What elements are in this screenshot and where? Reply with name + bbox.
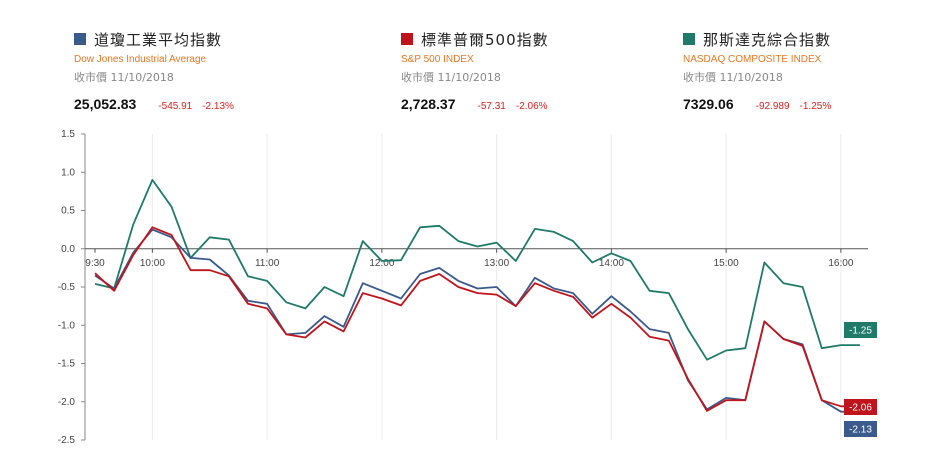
sp500-date: 收市價 11/10/2018 [401, 71, 501, 84]
nasdaq-value: 7329.06 [683, 96, 734, 112]
x-tick-label: 16:00 [828, 258, 853, 269]
x-tick-label: 10:00 [140, 258, 165, 269]
nasdaq-end-label-box [844, 322, 877, 338]
x-tick-label: 15:00 [714, 258, 739, 269]
legend-dow: 道瓊工業平均指數 Dow Jones Industrial Average 收市… [74, 28, 244, 112]
sp500-change: -57.31 [477, 101, 506, 112]
dow-subtitle: Dow Jones Industrial Average [74, 54, 207, 65]
x-tick-label: 13:00 [484, 258, 509, 269]
sp500-end-label-box [844, 399, 877, 415]
y-tick-label: 0.0 [61, 244, 75, 255]
y-tick-label: -2.5 [58, 435, 76, 446]
x-tick-label: 14:00 [599, 258, 624, 269]
nasdaq-date: 收市價 11/10/2018 [683, 71, 783, 84]
dow-end-label: -2.13 [849, 425, 872, 436]
sp500-series-line [94, 226, 860, 412]
sp500-swatch-icon [401, 33, 413, 45]
y-tick-label: -1.0 [58, 320, 76, 331]
y-tick-label: -2.0 [58, 397, 76, 408]
dow-series-line [94, 228, 860, 413]
legend-nasdaq: 那斯達克綜合指數 NASDAQ COMPOSITE INDEX 收市價 11/1… [683, 28, 841, 112]
dow-end-label-box [844, 421, 877, 437]
sp500-title: 標準普爾500指數 [421, 30, 549, 49]
dow-pct: -2.13% [202, 101, 234, 112]
x-tick-label: 11:00 [255, 258, 280, 269]
sp500-pct: -2.06% [515, 101, 548, 112]
sp500-value: 2,728.37 [401, 96, 456, 112]
y-tick-label: -0.5 [58, 282, 76, 293]
nasdaq-series-line [94, 179, 860, 361]
dow-swatch-icon [74, 33, 86, 45]
dow-date: 收市價 11/10/2018 [74, 71, 174, 84]
sp500-subtitle: S&P 500 INDEX [401, 54, 474, 65]
nasdaq-title: 那斯達克綜合指數 [703, 30, 832, 49]
nasdaq-swatch-icon [683, 33, 695, 45]
x-tick-label: 12:00 [369, 258, 394, 269]
legend-sp500: 標準普爾500指數 S&P 500 INDEX 收市價 11/10/2018 2… [401, 28, 558, 112]
y-tick-label: 0.5 [61, 206, 75, 217]
nasdaq-subtitle: NASDAQ COMPOSITE INDEX [683, 54, 822, 65]
y-tick-label: 1.0 [61, 167, 75, 178]
y-tick-label: -1.5 [58, 359, 76, 370]
dow-change: -545.91 [158, 101, 193, 112]
sp500-end-label: -2.06 [849, 403, 872, 414]
dow-value: 25,052.83 [74, 96, 137, 112]
dow-title: 道瓊工業平均指數 [94, 30, 223, 49]
x-tick-label: 9:30 [85, 258, 105, 269]
nasdaq-change: -92.989 [755, 101, 790, 112]
nasdaq-pct: -1.25% [799, 101, 832, 112]
y-tick-label: 1.5 [61, 129, 75, 140]
nasdaq-end-label: -1.25 [849, 326, 872, 337]
